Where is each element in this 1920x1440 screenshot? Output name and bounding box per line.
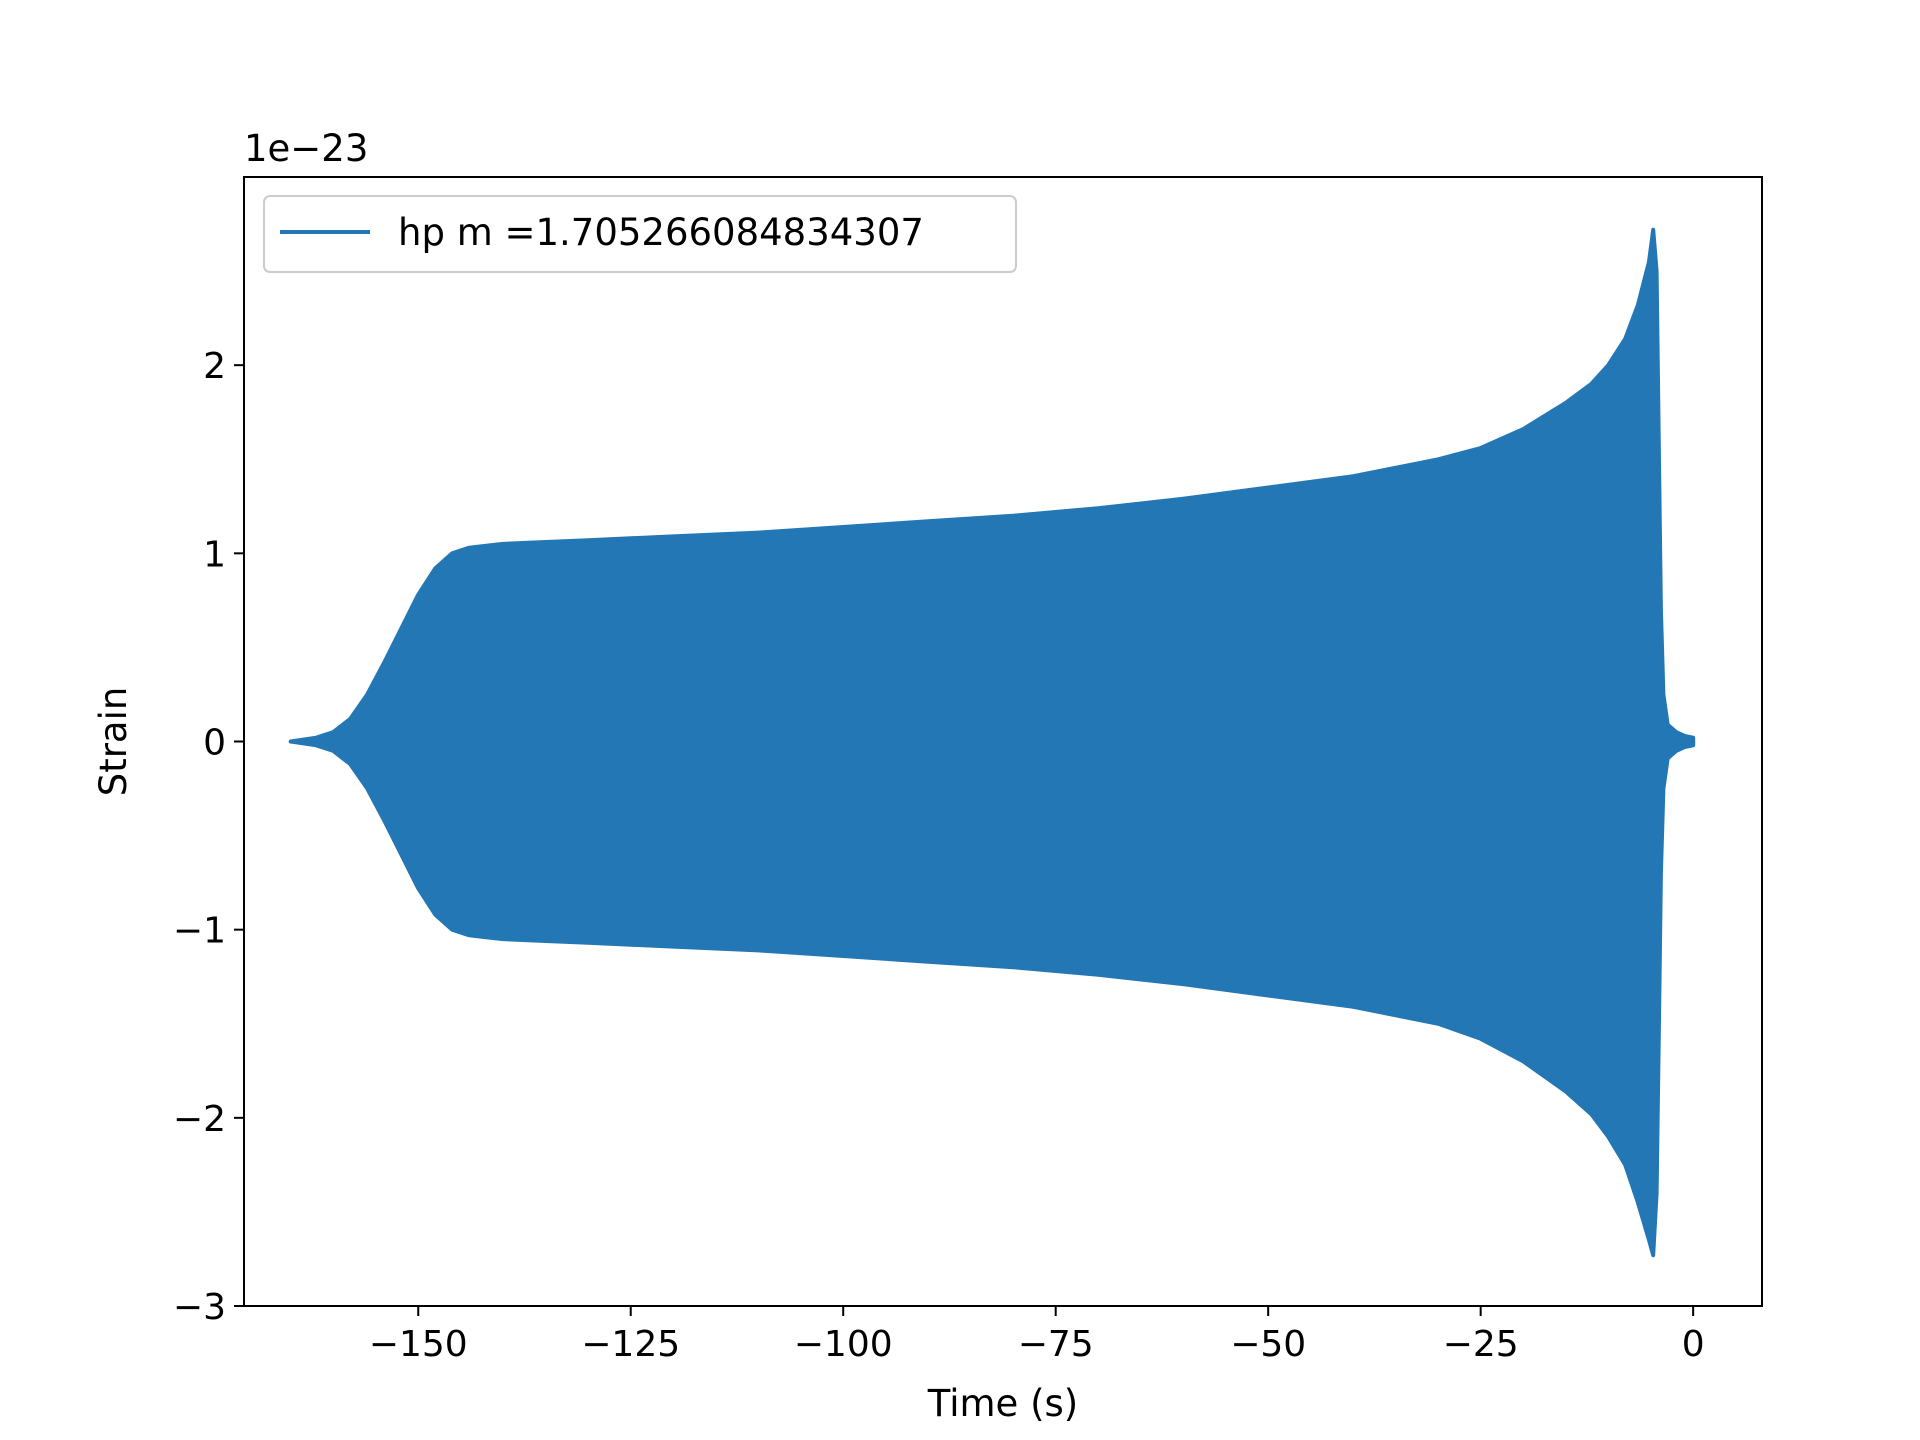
x-tick-label: −100 bbox=[794, 1324, 893, 1365]
y-offset-text: 1e−23 bbox=[244, 127, 368, 170]
y-tick-label: 2 bbox=[203, 346, 226, 387]
x-tick-label: −25 bbox=[1443, 1324, 1519, 1365]
y-tick-label: −3 bbox=[173, 1287, 226, 1328]
x-tick-label: −150 bbox=[369, 1324, 468, 1365]
waveform-series bbox=[288, 227, 1696, 1258]
legend-box bbox=[263, 195, 1017, 273]
y-axis-label: Strain bbox=[92, 687, 135, 797]
y-tick-label: 0 bbox=[203, 723, 226, 764]
y-tick-label: −2 bbox=[173, 1099, 226, 1140]
y-axis: −3 −2 −1 0 1 2 bbox=[173, 346, 244, 1328]
waveform-envelope bbox=[288, 227, 1696, 1258]
x-tick-label: −75 bbox=[1018, 1324, 1094, 1365]
legend: hp m =1.705266084834307 bbox=[263, 195, 1017, 273]
x-axis: −150 −125 −100 −75 −50 −25 0 bbox=[369, 1306, 1705, 1365]
x-tick-label: −50 bbox=[1230, 1324, 1306, 1365]
y-tick-label: −1 bbox=[173, 911, 226, 952]
y-tick-label: 1 bbox=[203, 534, 226, 575]
legend-entry-label: hp m =1.705266084834307 bbox=[398, 211, 924, 254]
x-tick-label: −125 bbox=[581, 1324, 680, 1365]
x-axis-label: Time (s) bbox=[927, 1382, 1078, 1425]
x-tick-label: 0 bbox=[1682, 1324, 1705, 1365]
